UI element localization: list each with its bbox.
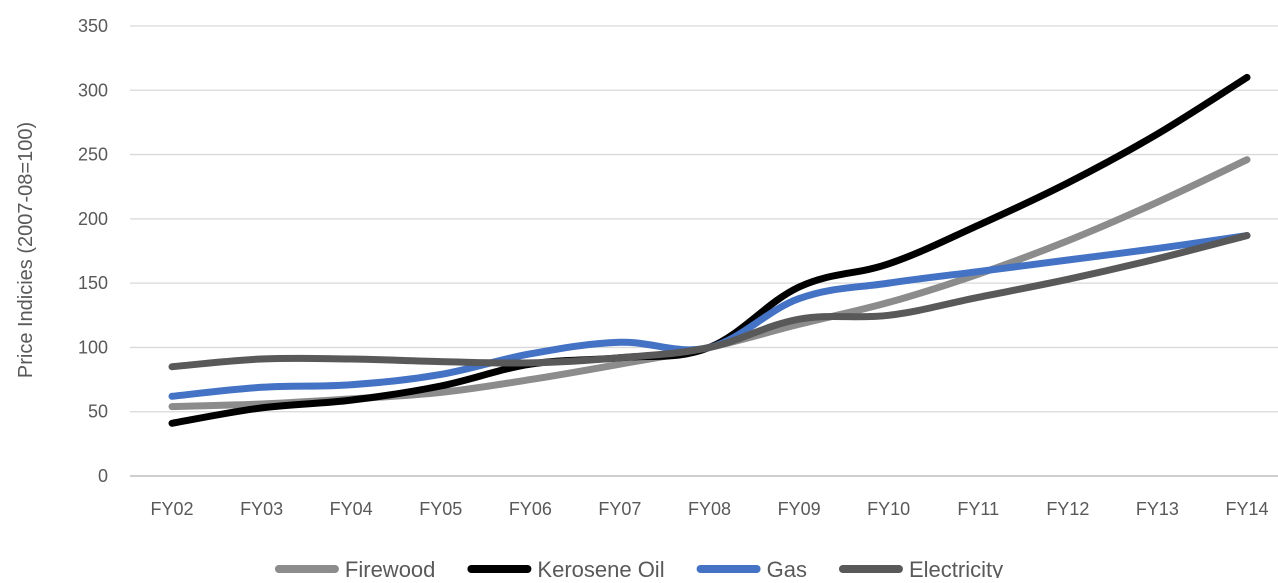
y-tick-label: 100 [78,337,108,357]
legend-label: Firewood [345,557,435,578]
x-tick-label: FY03 [240,499,283,519]
x-tick-label: FY05 [419,499,462,519]
x-tick-label: FY08 [688,499,731,519]
y-axis-tick-labels: 0 50 100 150 200 250 300 350 [78,16,108,486]
y-tick-label: 200 [78,209,108,229]
y-axis-title: Price Indicies (2007-08=100) [15,122,37,378]
series-line-kerosene-oil [168,73,1251,427]
x-tick-label: FY10 [867,499,910,519]
series-line-electricity [168,232,1251,371]
series-lines [168,73,1251,427]
gridlines [130,25,1278,413]
x-tick-label: FY13 [1136,499,1179,519]
x-tick-label: FY02 [150,499,193,519]
y-tick-label: 50 [88,402,108,422]
series-line-gas [168,232,1251,400]
legend-label: Gas [767,557,807,578]
y-tick-label: 300 [78,80,108,100]
x-tick-label: FY09 [778,499,821,519]
x-axis-tick-labels: FY02 FY03 FY04 FY05 FY06 FY07 FY08 FY09 FY10 FY11… [150,499,1268,519]
x-tick-label: FY12 [1046,499,1089,519]
x-tick-label: FY04 [330,499,373,519]
y-tick-label: 150 [78,273,108,293]
y-tick-label: 250 [78,145,108,165]
x-tick-label: FY14 [1225,499,1268,519]
legend-label: Kerosene Oil [537,557,664,578]
legend: Firewood Kerosene Oil Gas Electricity [274,557,1003,582]
legend-label: Electricity [909,557,1003,578]
y-tick-label: 350 [78,16,108,36]
y-tick-label: 0 [98,466,108,486]
x-tick-label: FY11 [957,499,999,519]
x-tick-label: FY07 [598,499,641,519]
x-tick-label: FY06 [509,499,552,519]
